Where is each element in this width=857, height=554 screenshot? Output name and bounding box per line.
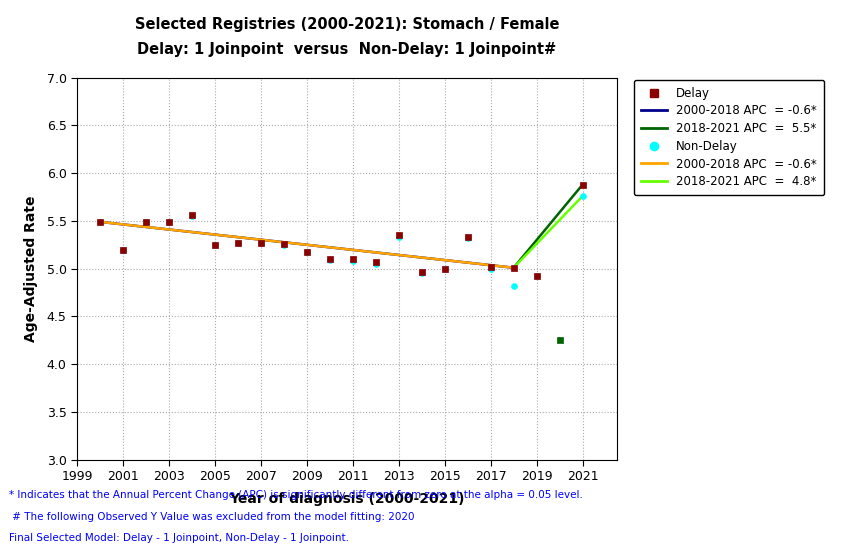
- Point: [576, 192, 590, 201]
- Point: [162, 217, 176, 226]
- Text: Final Selected Model: Delay - 1 Joinpoint, Non-Delay - 1 Joinpoint.: Final Selected Model: Delay - 1 Joinpoin…: [9, 533, 349, 543]
- Point: [461, 233, 475, 242]
- Y-axis label: Age-Adjusted Rate: Age-Adjusted Rate: [24, 196, 39, 342]
- Point: [392, 231, 405, 240]
- Point: [530, 272, 543, 281]
- Point: [208, 240, 222, 249]
- Point: [369, 259, 383, 268]
- Point: [139, 217, 153, 226]
- Point: [277, 240, 291, 249]
- Point: [346, 255, 360, 264]
- Point: [553, 336, 566, 345]
- Point: [415, 268, 428, 277]
- Point: [117, 245, 130, 254]
- Text: Delay: 1 Joinpoint  versus  Non-Delay: 1 Joinpoint#: Delay: 1 Joinpoint versus Non-Delay: 1 J…: [137, 42, 557, 57]
- Point: [576, 180, 590, 189]
- Point: [506, 281, 520, 290]
- Point: [254, 238, 267, 247]
- Point: [323, 255, 337, 264]
- Point: [506, 263, 520, 272]
- Point: [438, 264, 452, 273]
- Point: [484, 264, 498, 273]
- Point: [323, 255, 337, 264]
- Point: [231, 238, 245, 247]
- Point: [162, 217, 176, 226]
- X-axis label: Year of diagnosis (2000-2021): Year of diagnosis (2000-2021): [230, 491, 464, 506]
- Point: [277, 239, 291, 248]
- Point: [254, 238, 267, 247]
- Point: [93, 217, 107, 226]
- Point: [461, 234, 475, 243]
- Point: [208, 240, 222, 249]
- Legend: Delay, 2000-2018 APC  = -0.6*, 2018-2021 APC  =  5.5*, Non-Delay, 2000-2018 APC : Delay, 2000-2018 APC = -0.6*, 2018-2021 …: [633, 80, 824, 196]
- Point: [530, 272, 543, 281]
- Text: Selected Registries (2000-2021): Stomach / Female: Selected Registries (2000-2021): Stomach…: [135, 17, 560, 32]
- Point: [117, 245, 130, 254]
- Point: [415, 267, 428, 276]
- Point: [392, 233, 405, 242]
- Point: [438, 264, 452, 273]
- Text: * Indicates that the Annual Percent Change (APC) is significantly different from: * Indicates that the Annual Percent Chan…: [9, 490, 583, 500]
- Point: [231, 238, 245, 247]
- Text: # The following Observed Y Value was excluded from the model fitting: 2020: # The following Observed Y Value was exc…: [9, 512, 414, 522]
- Point: [484, 263, 498, 271]
- Point: [369, 258, 383, 266]
- Point: [346, 257, 360, 265]
- Point: [185, 211, 199, 219]
- Point: [300, 248, 314, 257]
- Point: [185, 212, 199, 220]
- Point: [93, 217, 107, 226]
- Point: [139, 217, 153, 226]
- Point: [300, 248, 314, 257]
